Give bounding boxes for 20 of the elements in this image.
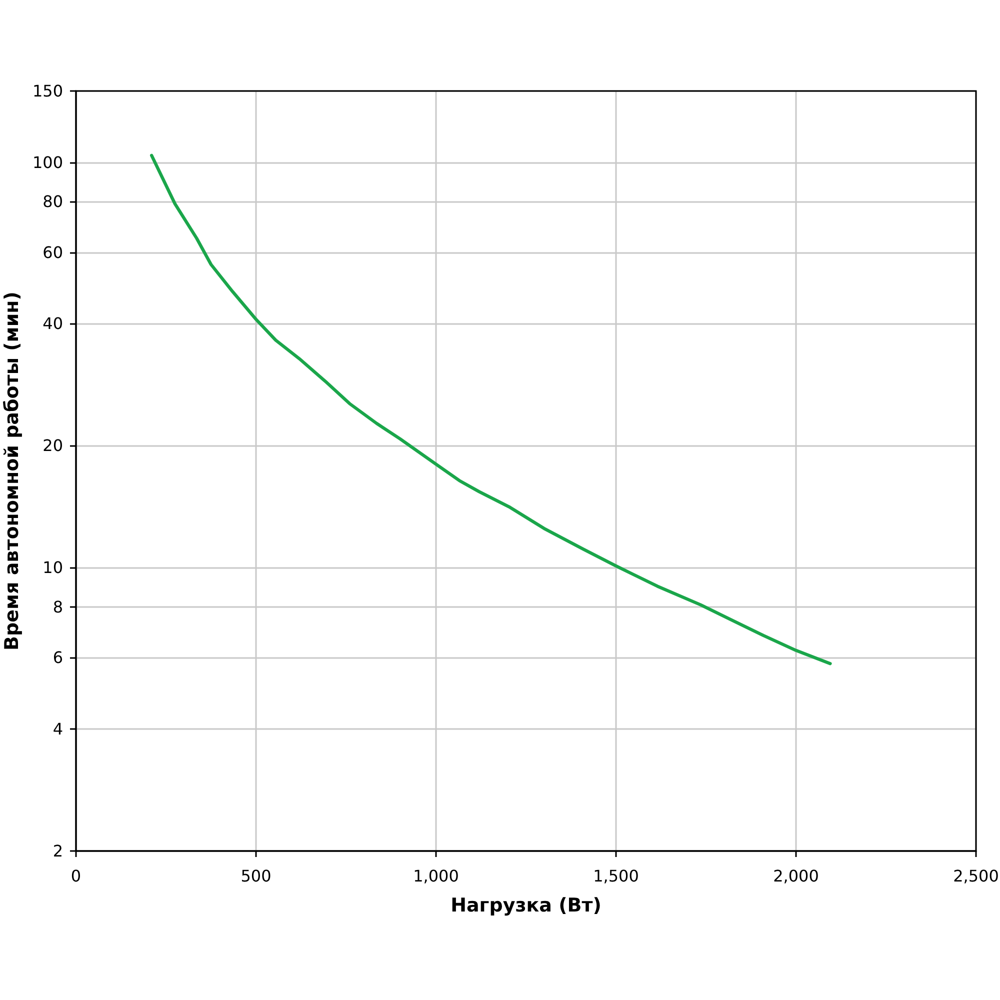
y-axis-title: Время автономной работы (мин) (1, 292, 24, 650)
x-tick-label: 1,500 (593, 866, 639, 886)
y-tick-label: 80 (42, 192, 63, 212)
x-tick-label: 1,000 (413, 866, 459, 886)
x-axis-title: Нагрузка (Вт) (450, 894, 602, 916)
y-tick-label: 4 (52, 719, 63, 738)
y-tick-label: 2 (52, 842, 63, 860)
y-tick-label: 20 (42, 436, 63, 456)
y-tick-label: 100 (32, 152, 63, 172)
y-tick-label: 150 (32, 82, 63, 100)
x-tick-label: 2,500 (953, 866, 999, 886)
y-tick-label: 60 (42, 242, 63, 262)
y-tick-label: 10 (42, 558, 63, 578)
y-tick-label: 8 (52, 597, 63, 616)
x-tick-label: 0 (70, 866, 82, 886)
x-tick-label: 2,000 (773, 866, 819, 886)
y-tick-label: 40 (42, 314, 63, 334)
x-tick-label: 500 (240, 866, 272, 886)
line-series (150, 154, 832, 666)
y-tick-label: 6 (52, 648, 63, 668)
